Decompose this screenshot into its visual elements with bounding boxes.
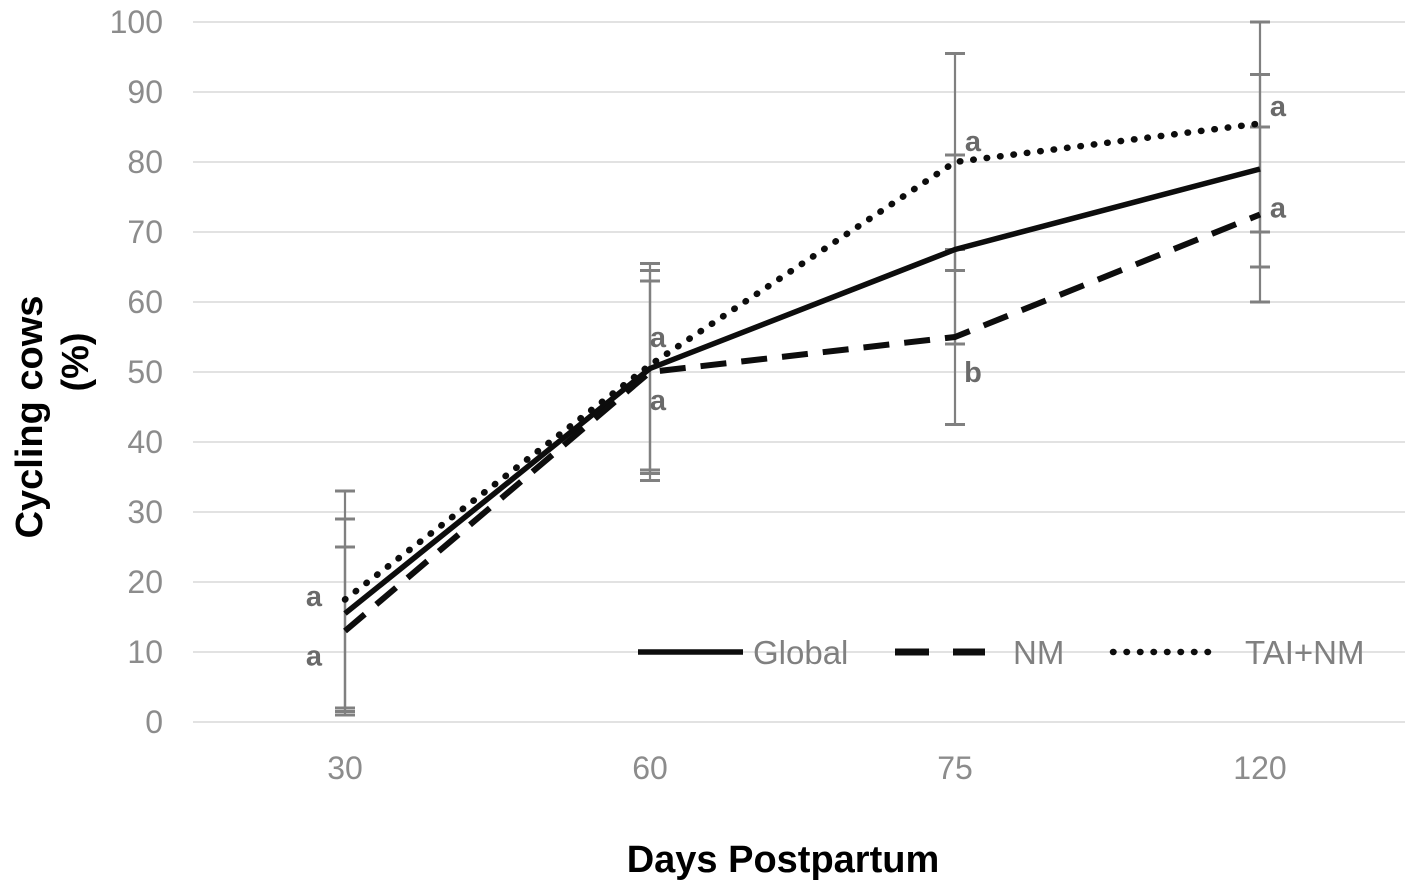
x-tick-label: 30 (327, 750, 363, 786)
y-tick-label: 20 (127, 564, 163, 600)
x-tick-label: 75 (937, 750, 973, 786)
y-tick-label: 50 (127, 354, 163, 390)
y-tick-label: 60 (127, 284, 163, 320)
y-tick-label: 90 (127, 74, 163, 110)
y-axis-title-line1: Cycling cows (9, 296, 51, 539)
y-tick-label: 0 (145, 704, 163, 740)
x-axis-title: Days Postpartum (627, 839, 940, 881)
error-bar-tainm-75 (945, 52, 965, 272)
y-tick-label: 40 (127, 424, 163, 460)
y-axis-title-line2: (%) (55, 332, 97, 391)
legend-label: Global (753, 634, 848, 671)
legend-label: TAI+NM (1245, 634, 1364, 671)
error-bar-tainm-120 (1250, 20, 1270, 234)
series-line-tainm (341, 120, 1264, 603)
legend-item-nm: NM (895, 634, 1064, 671)
legend-item-global: Global (638, 634, 848, 671)
significance-letter: b (964, 357, 982, 389)
significance-letter: a (650, 385, 667, 417)
y-tick-label: 10 (127, 634, 163, 670)
y-tick-label: 30 (127, 494, 163, 530)
legend-item-tainm: TAI+NM (1109, 634, 1364, 671)
significance-letter: a (1270, 91, 1287, 123)
series-line-global (343, 166, 1261, 616)
significance-letter: a (306, 581, 323, 613)
significance-letter: a (965, 126, 982, 158)
y-tick-label: 80 (127, 144, 163, 180)
x-tick-label: 120 (1233, 750, 1286, 786)
significance-letter: a (306, 641, 323, 673)
legend-label: NM (1013, 634, 1064, 671)
significance-letter: a (1270, 193, 1287, 225)
x-tick-label: 60 (632, 750, 668, 786)
y-tick-label: 70 (127, 214, 163, 250)
significance-letter: a (650, 322, 667, 354)
series-line-nm (343, 211, 1262, 634)
y-tick-label: 100 (110, 4, 163, 40)
